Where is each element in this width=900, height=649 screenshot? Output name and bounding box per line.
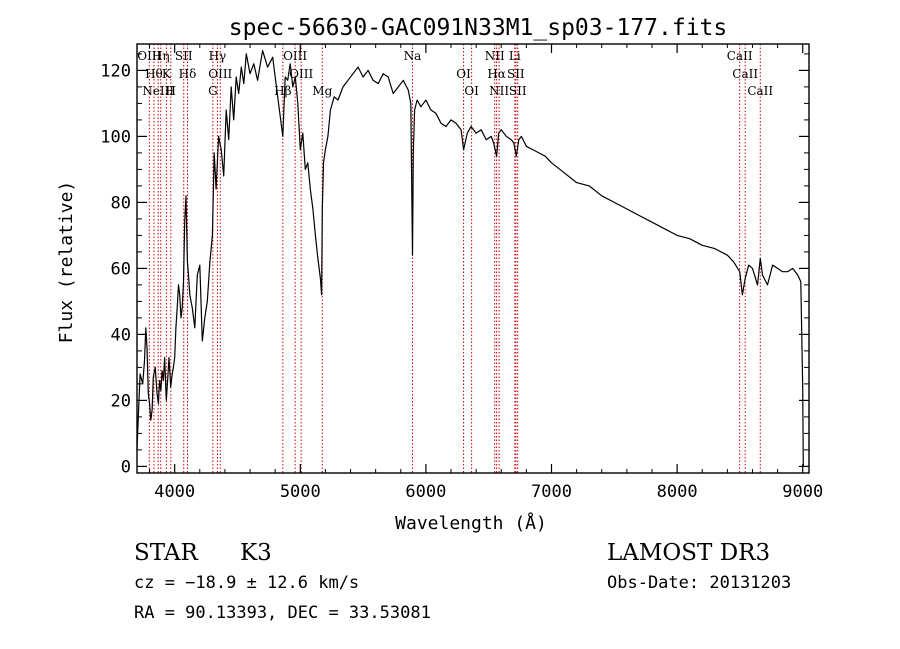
line-label-9: Hγ [209,49,227,63]
x-tick-label-1: 5000 [280,482,321,502]
y-tick-label-3: 60 [111,259,131,279]
line-label-7: Hδ [179,67,197,81]
sky-coordinates: RA = 90.13393, DEC = 33.53081 [134,603,431,623]
line-label-12: OIII [283,49,307,63]
x-tick-label-0: 4000 [154,482,195,502]
y-axis: 0 20 40 60 80 100 120 [100,53,809,477]
line-label-8: G [208,84,218,98]
x-axis-label: Wavelength (Å) [395,512,547,534]
y-tick-label-2: 40 [111,325,131,345]
spectral-subclass: K3 [240,540,272,566]
line-label-3: Hη [152,49,170,63]
x-tick-label-4: 8000 [657,482,698,502]
line-label-17: OI [464,84,479,98]
y-axis-label: Flux (relative) [56,181,77,344]
spectral-line-markers [148,44,761,473]
spectrum-series-line [136,50,804,467]
line-label-18: NII [485,49,505,63]
line-label-0: OIII [137,49,161,63]
line-label-26: CaII [747,84,773,98]
line-label-16: OI [456,67,471,81]
line-label-6: SII [175,49,193,63]
line-label-25: CaII [732,67,758,81]
y-tick-label-6: 120 [100,61,131,81]
spectral-line-labels: OIII Hθ NeIII Hη KH SII Hδ G Hγ OIII Hβ OIII OIII Mg N… [137,49,773,98]
chart-title: spec-56630-GAC091N33M1_sp03-177.fits [229,15,728,41]
line-label-23: SII [509,84,527,98]
x-tick-label-3: 7000 [531,482,572,502]
line-label-20: NII [489,84,509,98]
line-label-13: OIII [289,67,313,81]
line-label-1: Hθ [145,67,163,81]
y-tick-label-5: 100 [100,127,131,147]
x-tick-label-5: 9000 [782,482,823,502]
line-label-24: CaII [727,49,753,63]
redshift-readout: cz = −18.9 ± 12.6 km/s [134,573,360,593]
line-label-4: K [162,67,172,81]
line-label-19: Hα [487,67,506,81]
survey-name: LAMOST DR3 [607,540,771,566]
x-tick-label-2: 6000 [405,482,446,502]
line-label-10: OIII [208,67,232,81]
x-axis: 4000 5000 6000 7000 8000 9000 [149,44,823,502]
y-tick-label-1: 20 [111,391,131,411]
line-label-22: SII [507,67,525,81]
line-label-14: Mg [312,84,332,98]
line-label-15: Na [404,49,422,63]
line-label-2: NeIII [142,84,174,98]
line-label-21: Li [509,49,521,63]
observation-date: Obs-Date: 20131203 [607,573,792,593]
y-tick-label-0: 0 [121,457,131,477]
line-label-5: H [166,84,176,98]
y-tick-label-4: 80 [111,193,131,213]
plot-frame [136,43,810,474]
line-label-11: Hβ [274,84,291,98]
object-type: STAR [134,540,198,566]
